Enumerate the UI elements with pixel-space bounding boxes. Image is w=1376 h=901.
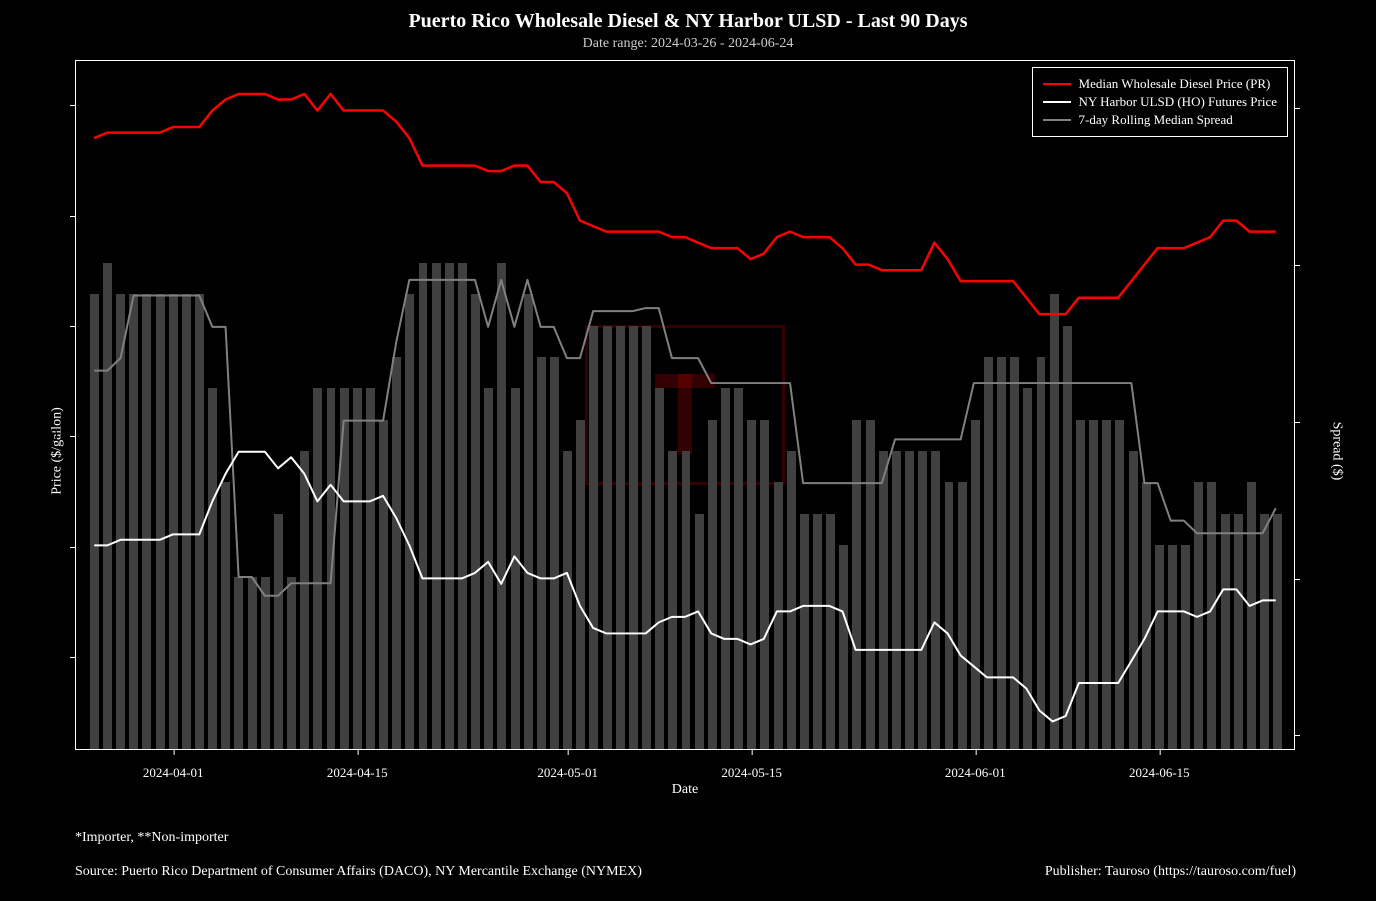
x-tick: 2024-05-01 [537, 749, 598, 781]
y-tick-right: $0.75 [1294, 256, 1348, 274]
legend-label: Median Wholesale Diesel Price (PR) [1079, 76, 1271, 92]
source-text: Source: Puerto Rico Department of Consum… [75, 864, 642, 880]
legend: Median Wholesale Diesel Price (PR) NY Har… [1032, 67, 1288, 137]
y-tick-left: $2.40 [22, 648, 76, 666]
y-tick-right: $0.70 [1294, 413, 1348, 431]
y-tick-right: $0.65 [1294, 570, 1348, 588]
legend-item: 7-day Rolling Median Spread [1043, 112, 1277, 128]
x-tick: 2024-04-15 [327, 749, 388, 781]
footnote: *Importer, **Non-importer [75, 830, 228, 846]
ylabel-left: Price ($/gallon) [50, 407, 66, 494]
plot-area: $2.40$2.60$2.80$3.00$3.20$3.40 $0.60$0.6… [75, 60, 1295, 750]
legend-item: Median Wholesale Diesel Price (PR) [1043, 76, 1277, 92]
x-tick: 2024-06-15 [1129, 749, 1190, 781]
chart-title: Puerto Rico Wholesale Diesel & NY Harbor… [0, 10, 1376, 33]
y-tick-left: $3.40 [22, 96, 76, 114]
x-tick: 2024-06-01 [945, 749, 1006, 781]
legend-label: 7-day Rolling Median Spread [1079, 112, 1233, 128]
x-tick: 2024-05-15 [721, 749, 782, 781]
x-tick: 2024-04-01 [143, 749, 204, 781]
y-tick-right: $0.60 [1294, 726, 1348, 744]
legend-swatch [1043, 101, 1071, 103]
legend-swatch [1043, 119, 1071, 121]
publisher-text: Publisher: Tauroso (https://tauroso.com/… [1045, 864, 1296, 880]
chart-lines [76, 61, 1294, 749]
y-tick-left: $2.60 [22, 538, 76, 556]
figure: Puerto Rico Wholesale Diesel & NY Harbor… [0, 0, 1376, 901]
legend-swatch [1043, 83, 1071, 85]
legend-label: NY Harbor ULSD (HO) Futures Price [1079, 94, 1277, 110]
chart-subtitle: Date range: 2024-03-26 - 2024-06-24 [0, 36, 1376, 52]
y-tick-left: $2.80 [22, 427, 76, 445]
y-tick-left: $3.20 [22, 207, 76, 225]
legend-item: NY Harbor ULSD (HO) Futures Price [1043, 94, 1277, 110]
y-tick-right: $0.80 [1294, 99, 1348, 117]
y-tick-left: $3.00 [22, 317, 76, 335]
xlabel: Date [75, 782, 1295, 798]
